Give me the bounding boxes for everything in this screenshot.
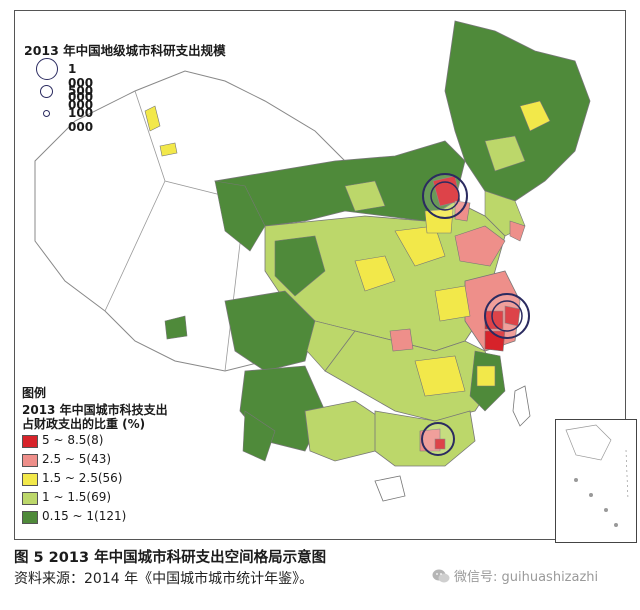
region-shenzhen: [434, 438, 446, 450]
region-northeast: [444, 20, 591, 202]
legend-subtitle-line1: 2013 年中国城市科技支出: [22, 403, 168, 417]
legend-swatch: [22, 492, 38, 505]
beijing-scale-circle: [422, 173, 468, 219]
region-taiwan: [512, 385, 531, 427]
legend-item: 1 ~ 1.5(69): [22, 489, 168, 507]
legend-item-label: 2.5 ~ 5(43): [42, 452, 112, 466]
legend-swatch: [22, 511, 38, 524]
size-legend-label: 100 000: [68, 106, 94, 134]
region-west-green-3: [164, 315, 188, 340]
size-circle-medium-icon: [40, 85, 53, 98]
map-legend: 图例 2013 年中国城市科技支出 占财政支出的比重 (%) 5 ~ 8.5(8…: [22, 384, 168, 526]
legend-item-label: 0.15 ~ 1(121): [42, 509, 127, 523]
legend-item: 2.5 ~ 5(43): [22, 451, 168, 469]
region-jiangxi-yellow: [414, 355, 466, 397]
legend-subtitle-line2: 占财政支出的比重 (%): [22, 417, 146, 431]
region-dalian: [509, 220, 526, 242]
china-map: [34, 20, 591, 502]
region-anhui-yellow: [434, 285, 471, 322]
shenzhen-scale-circle: [421, 422, 455, 456]
data-source: 资料来源：2014 年《中国城市城市统计年鉴》。: [14, 571, 314, 587]
beijing-scale-circle-inner: [430, 181, 460, 211]
south-china-sea-inset: [555, 419, 637, 543]
region-west-green-2: [159, 142, 178, 157]
province-boundaries-west: [104, 90, 316, 372]
region-north-lg: [344, 180, 386, 212]
size-legend-label: 500 000: [68, 84, 94, 112]
legend-item-label: 1 ~ 1.5(69): [42, 490, 112, 504]
region-tibet-southeast: [242, 410, 276, 462]
region-northeast-lg: [484, 135, 526, 172]
region-central-yellow-2: [354, 255, 396, 292]
region-gansu: [214, 180, 266, 252]
legend-item-label: 1.5 ~ 2.5(56): [42, 471, 123, 485]
size-legend-label: 1 000 000: [68, 62, 94, 104]
region-hainan: [374, 475, 406, 502]
watermark-text: 微信号: guihuashizazhi: [454, 570, 599, 585]
region-central-yellow-1: [394, 225, 446, 267]
shanghai-scale-circle-inner: [491, 300, 523, 332]
wechat-icon: [432, 569, 450, 582]
map-frame: [14, 10, 637, 543]
region-northeast-yellow: [519, 100, 551, 132]
legend-swatch: [22, 473, 38, 486]
legend-item: 0.15 ~ 1(121): [22, 508, 168, 526]
region-guangxi: [304, 400, 386, 462]
legend-swatch: [22, 435, 38, 448]
legend-item: 5 ~ 8.5(8): [22, 432, 168, 450]
legend-item: 1.5 ~ 2.5(56): [22, 470, 168, 488]
south-china-sea-islands: [565, 424, 629, 527]
region-tianjin: [454, 200, 471, 222]
legend-swatch: [22, 454, 38, 467]
region-sichuan: [224, 290, 316, 372]
region-fujian-yellow: [476, 365, 496, 387]
region-central-green: [274, 235, 326, 297]
size-circle-small-icon: [43, 110, 50, 117]
region-suzhou: [484, 310, 504, 330]
watermark: 微信号: guihuashizazhi: [432, 566, 598, 585]
legend-item-label: 5 ~ 8.5(8): [42, 433, 104, 447]
map-title: 2013 年中国地级城市科研支出规模: [24, 43, 226, 58]
figure-caption: 图 5 2013 年中国城市科研支出空间格局示意图: [14, 550, 327, 566]
region-shandong-pink: [454, 225, 506, 267]
region-wuhan-pink: [389, 328, 414, 352]
size-circle-large-icon: [36, 58, 58, 80]
legend-heading: 图例: [22, 386, 47, 400]
region-west-green-1: [144, 105, 161, 132]
